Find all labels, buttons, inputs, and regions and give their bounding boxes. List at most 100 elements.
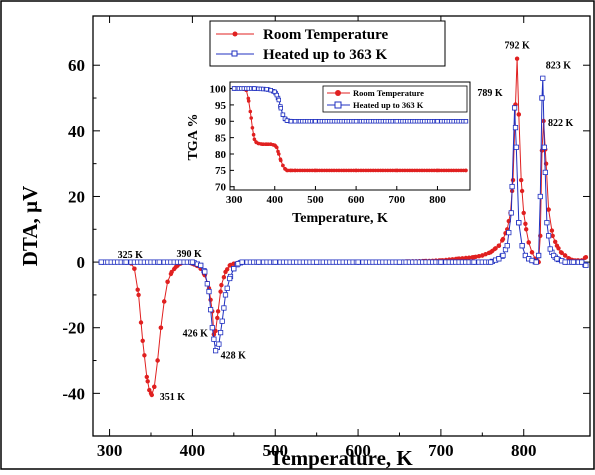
main-point-room-temperature [147,387,152,393]
main-point-room-temperature [162,299,167,304]
inset-point-room-temperature [447,168,451,173]
main-x-tick-label-600: 600 [345,441,371,460]
main-point-heated-up-to-363-k [504,243,510,249]
inset-point-room-temperature [349,168,354,173]
inset-point-room-temperature [427,168,432,173]
main-point-room-temperature [219,282,224,288]
main-point-room-temperature [215,315,220,321]
inset-point-room-temperature [325,168,329,173]
inset-point-heated-up-to-363-k [435,119,440,124]
inset-point-room-temperature [332,168,336,173]
inset-point-room-temperature [435,168,440,173]
main-point-room-temperature [546,207,551,212]
main-point-room-temperature [142,353,147,358]
main-legend-box [209,20,446,67]
main-point-heated-up-to-363-k [204,281,210,287]
inset-point-room-temperature [439,168,444,173]
main-point-heated-up-to-363-k [487,259,494,265]
main-point-heated-up-to-363-k [224,285,230,291]
inset-point-room-temperature [373,168,378,173]
inset-y-tick-label-70: 70 [215,182,227,194]
inset-point-room-temperature [252,137,257,142]
main-y-tick-label-60: 60 [68,56,85,75]
main-plot-frame [92,15,591,437]
main-point-heated-up-to-363-k [519,243,525,249]
main-point-heated-up-to-363-k [438,259,444,265]
legend-label-room: Room Temperature [263,27,388,43]
main-x-axis-label: Temperature, K [269,446,413,470]
main-point-heated-up-to-363-k [471,259,477,265]
inset-x-tick-label-500: 500 [307,194,324,206]
inset-x-tick-label-800: 800 [429,194,446,206]
main-point-room-temperature [553,239,558,244]
main-x-tick-label-800: 800 [511,441,537,460]
inset-point-heated-up-to-363-k [264,87,269,92]
main-point-heated-up-to-363-k [522,252,529,259]
inset-point-room-temperature [337,168,341,173]
main-point-heated-up-to-363-k [506,229,512,236]
inset-point-heated-up-to-363-k [292,119,298,124]
inset-point-heated-up-to-363-k [274,92,279,98]
main-point-heated-up-to-363-k [544,220,550,226]
inset-point-room-temperature [415,168,419,173]
inset-legend-marker-heated [334,101,342,109]
legend-marker-heated [231,50,238,57]
main-y-tick-label--40: -40 [62,384,85,403]
main-point-heated-up-to-363-k [231,266,237,272]
main-point-room-temperature [173,264,178,270]
main-point-room-temperature [562,253,568,258]
main-y-tick-label-0: 0 [77,253,86,272]
main-point-heated-up-to-363-k [202,269,208,275]
main-point-heated-up-to-363-k [546,233,552,239]
annotation-822-k: 822 K [548,118,574,129]
main-point-heated-up-to-363-k [542,169,548,175]
main-point-room-temperature [488,250,493,255]
inset-point-room-temperature [275,145,279,150]
inset-point-heated-up-to-363-k [394,119,399,124]
main-point-heated-up-to-363-k [512,105,518,111]
main-x-tick-label-400: 400 [180,441,206,460]
main-point-room-temperature [138,320,144,325]
main-series-group [98,56,589,398]
inset-point-room-temperature [251,132,256,137]
main-y-tick-label-40: 40 [68,122,85,141]
main-x-tick-label-300: 300 [97,441,123,460]
inset-point-room-temperature [451,168,456,173]
inset-point-room-temperature [398,168,402,173]
annotation-390-k: 390 K [176,249,202,260]
main-point-heated-up-to-363-k [256,259,262,265]
annotation-792-k: 792 K [504,41,530,52]
main-point-room-temperature [521,210,526,216]
main-point-heated-up-to-363-k [529,257,535,264]
main-point-room-temperature [463,255,468,261]
inset-y-tick-label-80: 80 [215,149,227,161]
main-point-heated-up-to-363-k [355,259,361,265]
main-point-heated-up-to-363-k [554,256,560,262]
inset-point-room-temperature [277,152,281,156]
annotation-789-k: 789 K [477,88,503,99]
main-y-tick-label-20: 20 [68,187,85,206]
main-point-heated-up-to-363-k [207,307,214,313]
main-point-room-temperature [558,250,564,255]
main-point-heated-up-to-363-k [539,95,545,101]
main-point-room-temperature [135,287,140,292]
main-point-room-temperature [480,253,485,258]
inset-x-axis-label: Temperature, K [292,211,388,226]
main-point-heated-up-to-363-k [562,259,568,265]
inset-point-room-temperature [368,168,373,173]
main-annotations: 325 K 390 K 351 K 426 K 428 K 792 K 789 K 823 K… [118,41,574,403]
main-point-heated-up-to-363-k [227,275,233,282]
main-point-heated-up-to-363-k [536,252,542,259]
main-point-room-temperature [155,358,160,363]
inset-x-tick-label-400: 400 [266,194,283,206]
main-point-heated-up-to-363-k [513,144,519,150]
inset-point-room-temperature [256,141,261,146]
main-point-room-temperature [215,309,221,314]
inset-point-room-temperature [344,168,349,173]
inset-point-heated-up-to-363-k [463,119,469,124]
inset-point-heated-up-to-363-k [276,97,281,103]
main-point-room-temperature [158,325,164,330]
inset-point-room-temperature [403,168,407,173]
main-point-room-temperature [583,255,589,260]
